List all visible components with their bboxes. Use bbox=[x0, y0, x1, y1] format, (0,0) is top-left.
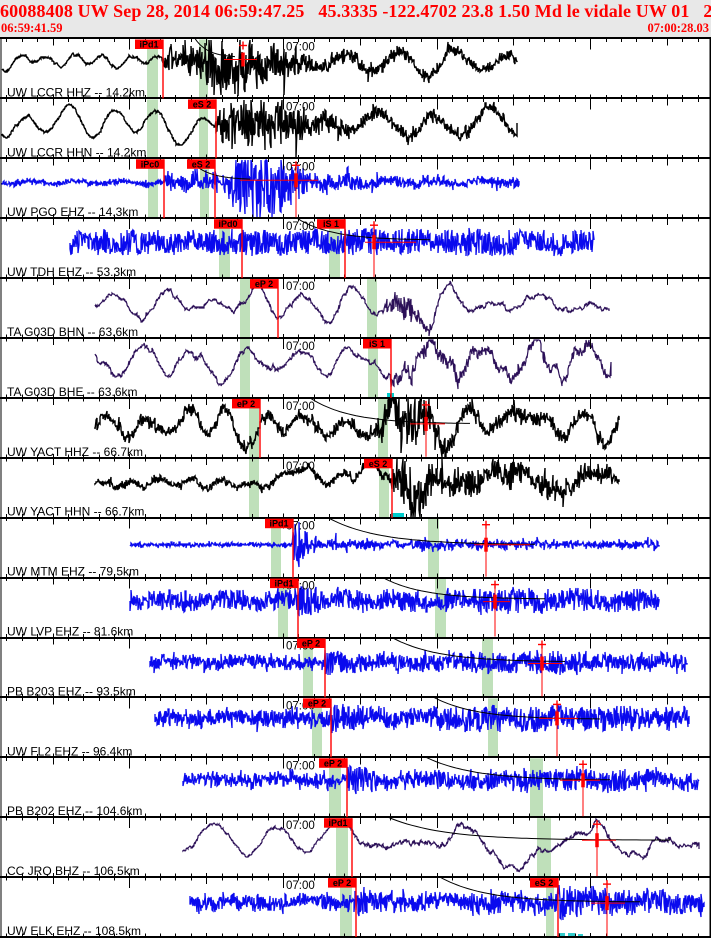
svg-text:07:00: 07:00 bbox=[286, 221, 315, 233]
svg-text:07:00: 07:00 bbox=[286, 760, 315, 772]
svg-text:UW LCCR HHZ -- 14.2km: UW LCCR HHZ -- 14.2km bbox=[7, 85, 145, 99]
svg-text:07:00: 07:00 bbox=[286, 161, 315, 173]
svg-text:iS 1: iS 1 bbox=[369, 339, 385, 349]
svg-text:07:00: 07:00 bbox=[286, 281, 315, 293]
svg-text:iPd0: iPd0 bbox=[218, 219, 237, 229]
svg-text:UW LCCR HHN -- 14.2km: UW LCCR HHN -- 14.2km bbox=[7, 145, 146, 159]
svg-text:eS 2: eS 2 bbox=[535, 878, 554, 888]
svg-text:iPd1: iPd1 bbox=[269, 519, 288, 529]
svg-text:PB B203 EHZ -- 93.5km: PB B203 EHZ -- 93.5km bbox=[7, 684, 136, 698]
svg-text:07:00: 07:00 bbox=[286, 820, 315, 832]
svg-text:eP 2: eP 2 bbox=[302, 639, 320, 649]
svg-text:07:00: 07:00 bbox=[286, 401, 315, 413]
svg-text:TA G03D BHN -- 63.6km: TA G03D BHN -- 63.6km bbox=[7, 325, 138, 339]
svg-text:iPd1: iPd1 bbox=[274, 579, 293, 589]
svg-text:07:00: 07:00 bbox=[286, 101, 315, 113]
svg-text:iPd1: iPd1 bbox=[328, 818, 347, 828]
svg-text:UW FL2 EHZ -- 96.4km: UW FL2 EHZ -- 96.4km bbox=[7, 744, 132, 758]
svg-text:UW ELK EHZ -- 108.5km: UW ELK EHZ -- 108.5km bbox=[7, 924, 141, 938]
svg-text:PB B202 EHZ -- 104.6km: PB B202 EHZ -- 104.6km bbox=[7, 804, 142, 818]
svg-text:07:00: 07:00 bbox=[286, 461, 315, 473]
svg-text:iS 1: iS 1 bbox=[323, 219, 339, 229]
svg-text:07:00: 07:00 bbox=[286, 42, 315, 54]
svg-text:UW MTM EHZ -- 79.5km: UW MTM EHZ -- 79.5km bbox=[7, 565, 139, 579]
svg-text:eP 2: eP 2 bbox=[333, 878, 351, 888]
svg-text:07:00: 07:00 bbox=[286, 341, 315, 353]
svg-text:iPc0: iPc0 bbox=[141, 159, 160, 169]
svg-text:eP 2: eP 2 bbox=[237, 399, 255, 409]
svg-text:TA G03D BHE -- 63.6km: TA G03D BHE -- 63.6km bbox=[7, 385, 137, 399]
svg-text:eP 2: eP 2 bbox=[308, 698, 326, 708]
svg-text:UW TDH EHZ -- 53.3km: UW TDH EHZ -- 53.3km bbox=[7, 265, 136, 279]
svg-text:iPd1: iPd1 bbox=[139, 40, 158, 50]
svg-text:UW YACT HHN -- 66.7km: UW YACT HHN -- 66.7km bbox=[7, 505, 144, 519]
svg-text:eP 2: eP 2 bbox=[255, 279, 273, 289]
svg-text:UW PGO EHZ -- 14.3km: UW PGO EHZ -- 14.3km bbox=[7, 205, 138, 219]
svg-text:eP 2: eP 2 bbox=[324, 758, 342, 768]
svg-text:eS 2: eS 2 bbox=[369, 459, 388, 469]
svg-text:UW LVP EHZ -- 81.6km: UW LVP EHZ -- 81.6km bbox=[7, 625, 133, 639]
svg-text:07:00: 07:00 bbox=[286, 880, 315, 892]
svg-text:UW YACT HHZ -- 66.7km: UW YACT HHZ -- 66.7km bbox=[7, 445, 143, 459]
svg-text:eS 2: eS 2 bbox=[193, 99, 212, 109]
svg-text:eS 2: eS 2 bbox=[192, 159, 211, 169]
svg-text:CC JRQ BHZ -- 106.5km: CC JRQ BHZ -- 106.5km bbox=[7, 864, 140, 878]
